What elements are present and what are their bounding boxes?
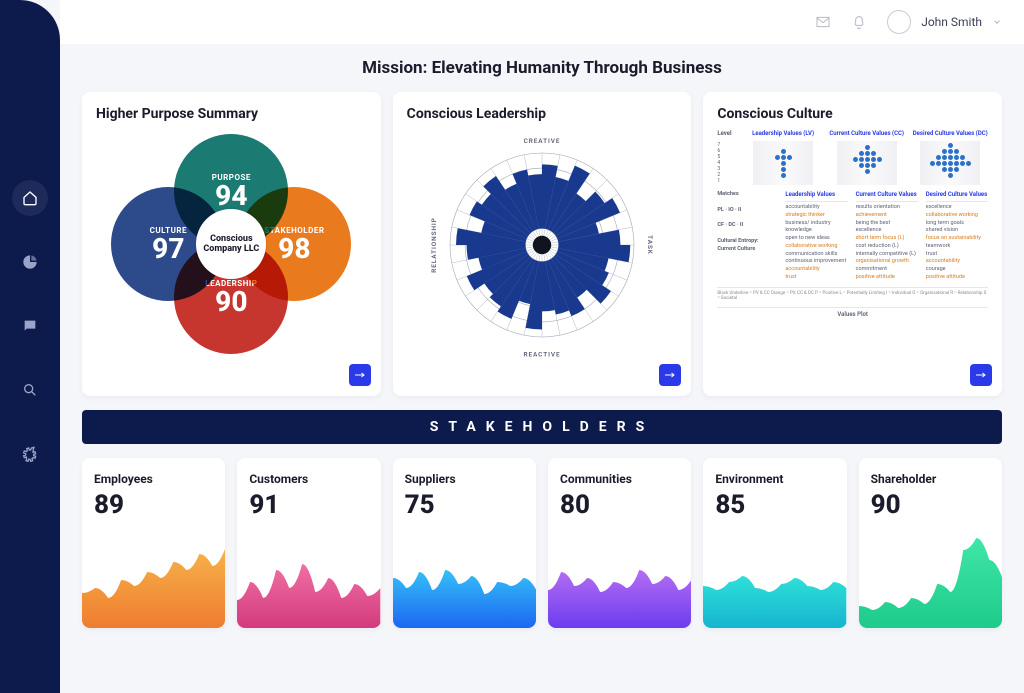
stakeholders-banner: STAKEHOLDERS — [82, 410, 1002, 444]
radial-chart: CREATIVE REACTIVE RELATIONSHIP TASK — [417, 130, 667, 360]
stakeholder-value: 91 — [249, 490, 368, 520]
stakeholder-sparkline — [859, 528, 1002, 628]
sidebar-item-home[interactable] — [12, 180, 48, 216]
stakeholder-value: 90 — [871, 490, 990, 520]
svg-text:REACTIVE: REACTIVE — [523, 350, 560, 358]
expand-button[interactable] — [659, 364, 681, 386]
card-title: Conscious Leadership — [407, 106, 678, 122]
stakeholder-label: Customers — [249, 472, 368, 486]
stakeholder-value: 80 — [560, 490, 679, 520]
stakeholder-card-employees[interactable]: Employees 89 — [82, 458, 225, 628]
stakeholder-value: 85 — [715, 490, 834, 520]
sidebar-item-analytics[interactable] — [12, 244, 48, 280]
mail-icon[interactable] — [815, 14, 831, 30]
stakeholder-sparkline — [237, 528, 380, 628]
stakeholder-label: Environment — [715, 472, 834, 486]
stakeholder-label: Shareholder — [871, 472, 990, 486]
stakeholder-card-communities[interactable]: Communities 80 — [548, 458, 691, 628]
stakeholder-sparkline — [82, 528, 225, 628]
bell-icon[interactable] — [851, 14, 867, 30]
stakeholder-card-customers[interactable]: Customers 91 — [237, 458, 380, 628]
svg-text:RELATIONSHIP: RELATIONSHIP — [430, 217, 438, 272]
stakeholder-card-environment[interactable]: Environment 85 — [703, 458, 846, 628]
user-menu[interactable]: John Smith — [887, 10, 1002, 34]
stakeholder-sparkline — [703, 528, 846, 628]
venn-center-label: Conscious Company LLC — [196, 209, 266, 279]
stakeholder-value: 89 — [94, 490, 213, 520]
culture-chart: LevelLeadership Values (LV)Current Cultu… — [717, 130, 988, 318]
sidebar-item-chat[interactable] — [12, 308, 48, 344]
chevron-down-icon — [992, 17, 1002, 27]
stakeholder-card-suppliers[interactable]: Suppliers 75 — [393, 458, 536, 628]
expand-button[interactable] — [970, 364, 992, 386]
sidebar-item-search[interactable] — [12, 372, 48, 408]
stakeholder-sparkline — [393, 528, 536, 628]
stakeholder-label: Employees — [94, 472, 213, 486]
user-name: John Smith — [921, 15, 982, 29]
stakeholders-row: Employees 89 Customers 91 Suppliers 75 Communi… — [82, 458, 1002, 628]
stakeholder-card-shareholder[interactable]: Shareholder 90 — [859, 458, 1002, 628]
card-conscious-culture: Conscious Culture LevelLeadership Values… — [703, 92, 1002, 396]
mission-title: Mission: Elevating Humanity Through Busi… — [82, 58, 1002, 78]
card-higher-purpose: Higher Purpose Summary PURPOSE94STAKEHOL… — [82, 92, 381, 396]
card-conscious-leadership: Conscious Leadership CREATIVE REACTIVE REL… — [393, 92, 692, 396]
avatar — [887, 10, 911, 34]
sidebar-item-settings[interactable] — [12, 436, 48, 472]
stakeholder-value: 75 — [405, 490, 524, 520]
expand-button[interactable] — [349, 364, 371, 386]
stakeholder-sparkline — [548, 528, 691, 628]
topbar: John Smith — [60, 0, 1024, 44]
svg-text:TASK: TASK — [646, 235, 654, 255]
stakeholder-label: Communities — [560, 472, 679, 486]
svg-text:CREATIVE: CREATIVE — [524, 137, 561, 145]
card-title: Conscious Culture — [717, 106, 988, 122]
card-title: Higher Purpose Summary — [96, 106, 367, 122]
venn-diagram: PURPOSE94STAKEHOLDER98LEADERSHIP90CULTUR… — [111, 134, 351, 354]
stakeholder-label: Suppliers — [405, 472, 524, 486]
sidebar — [0, 0, 60, 693]
